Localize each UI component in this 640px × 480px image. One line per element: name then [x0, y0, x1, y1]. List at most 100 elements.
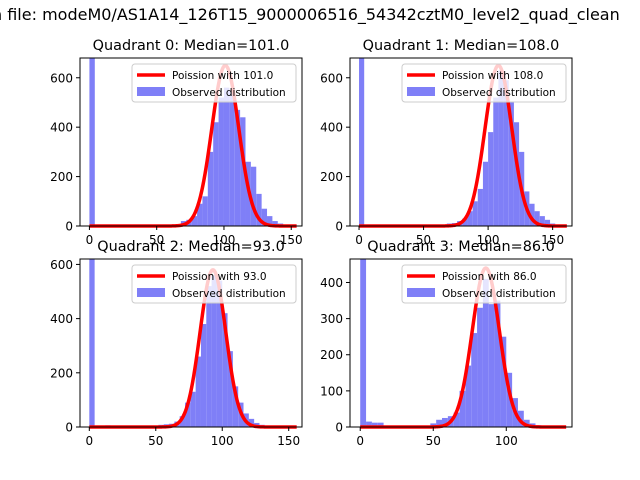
histogram-bar-8: [462, 218, 468, 226]
legend-label-poisson: Poission with 86.0: [442, 271, 537, 283]
y-tick-label: 600: [50, 258, 73, 272]
histogram-bar-13: [207, 151, 214, 226]
histogram-bar-10: [191, 216, 198, 226]
figure-suptitle: n file: modeM0/AS1A14_126T15_9000006516_…: [0, 5, 620, 25]
histogram-bar-14: [488, 304, 495, 427]
histogram-bar-16: [211, 275, 217, 427]
histogram-bar-11: [197, 203, 203, 226]
axes-frame: [79, 57, 303, 227]
histogram-bar-0: [89, 259, 95, 427]
legend-patch-swatch: [407, 87, 435, 96]
histogram-bar-23: [248, 418, 255, 427]
legend-patch-swatch: [407, 288, 435, 297]
y-tick-label: 600: [320, 71, 343, 85]
histogram-bar-21: [250, 166, 257, 226]
y-tick-label: 200: [320, 348, 343, 362]
histogram-bar-18: [234, 109, 241, 226]
histogram-bar-1: [366, 421, 372, 427]
histogram-bar-8: [453, 412, 460, 427]
y-tick-label: 200: [320, 170, 343, 184]
histogram-bar-12: [202, 196, 208, 226]
x-tick-label: 0: [356, 434, 364, 448]
legend-box: [401, 264, 567, 304]
y-tick-label: 300: [320, 312, 343, 326]
histogram-bar-15: [494, 300, 501, 427]
legend-label-observed: Observed distribution: [442, 288, 556, 300]
subplot-quadrant-1: 0 50 100 150 0 200 400 600 Quadrant 1: Median=10…: [320, 38, 573, 247]
histogram-bar-12: [190, 391, 196, 427]
histogram-bar-20: [232, 386, 239, 427]
x-tick-label: 50: [426, 434, 441, 448]
histogram-bar-22: [534, 211, 540, 226]
histogram-bar-23: [539, 216, 545, 226]
y-tick-label: 400: [50, 121, 73, 135]
histogram-bar-9: [467, 211, 473, 226]
legend-label-observed: Observed distribution: [172, 87, 286, 99]
histogram-bars: [360, 259, 542, 427]
legend-label-poisson: Poission with 108.0: [442, 70, 543, 82]
histogram-bar-10: [179, 416, 186, 427]
legend-box: [401, 63, 567, 103]
histogram-bar-2: [371, 422, 378, 427]
legend-box: [131, 264, 297, 304]
y-tick-label: 100: [320, 384, 343, 398]
x-tick-label: 100: [211, 434, 234, 448]
histogram-bar-13: [482, 278, 489, 427]
histogram-bar-16: [503, 80, 509, 227]
x-tick-label: 0: [86, 233, 94, 247]
histogram-bar-14: [493, 97, 499, 226]
y-tick-label: 400: [50, 312, 73, 326]
histogram-bar-19: [227, 351, 233, 427]
histogram-bar-16: [500, 336, 507, 427]
histogram-bar-23: [261, 208, 268, 226]
histogram-bar-15: [218, 97, 224, 226]
axes-frame: [349, 57, 573, 227]
histogram-bar-11: [477, 188, 483, 226]
histogram-bar-5: [436, 419, 443, 427]
y-tick-label: 400: [320, 121, 343, 135]
x-tick-label: 50: [416, 233, 431, 247]
legend-box: [131, 63, 297, 103]
x-tick-label: 150: [277, 434, 300, 448]
subplot-quadrant-3: 0 50 100 0 100 200 300 400 Quadrant 3: Median=86…: [320, 239, 573, 448]
y-tick-label: 0: [335, 421, 343, 435]
legend: Poission with 93.0 Observed distribution: [131, 264, 297, 304]
x-tick-label: 0: [355, 233, 363, 247]
histogram-bar-24: [267, 216, 273, 226]
histogram-bar-14: [213, 122, 219, 226]
x-tick-label: 100: [477, 233, 500, 247]
x-tick-label: 100: [495, 434, 518, 448]
legend-label-observed: Observed distribution: [442, 87, 556, 99]
histogram-bar-17: [216, 280, 223, 427]
x-tick-label: 150: [280, 233, 303, 247]
axes-frame: [349, 258, 573, 428]
subplot-title: Quadrant 1: Median=108.0: [363, 38, 560, 54]
histogram-bar-13: [195, 356, 201, 427]
y-tick-label: 0: [65, 220, 73, 234]
histogram-bar-10: [472, 201, 478, 226]
histogram-bar-22: [256, 193, 262, 226]
histogram-bar-6: [442, 417, 448, 427]
y-tick-label: 200: [50, 366, 73, 380]
histogram-bar-0: [359, 58, 365, 226]
histogram-bar-0: [360, 259, 367, 427]
subplot-title: Quadrant 0: Median=101.0: [93, 38, 290, 54]
subplot-title: Quadrant 2: Median=93.0: [97, 239, 285, 255]
histogram-bar-24: [544, 219, 551, 226]
histogram-bar-20: [523, 419, 530, 427]
histogram-bar-10: [465, 365, 472, 427]
legend-label-poisson: Poission with 93.0: [172, 271, 267, 283]
histogram-bar-19: [240, 117, 246, 226]
legend: Poission with 86.0 Observed distribution: [401, 264, 567, 304]
x-tick-label: 50: [149, 233, 164, 247]
legend: Poission with 108.0 Observed distribution: [401, 63, 567, 103]
histogram-bar-21: [529, 203, 535, 226]
legend-label-poisson: Poission with 101.0: [172, 70, 273, 82]
histogram-bar-12: [482, 161, 489, 226]
histogram-bar-25: [272, 221, 278, 226]
legend-patch-swatch: [137, 87, 165, 96]
y-tick-label: 200: [50, 170, 73, 184]
histogram-bar-11: [471, 333, 478, 427]
histogram-bar-16: [223, 87, 230, 227]
